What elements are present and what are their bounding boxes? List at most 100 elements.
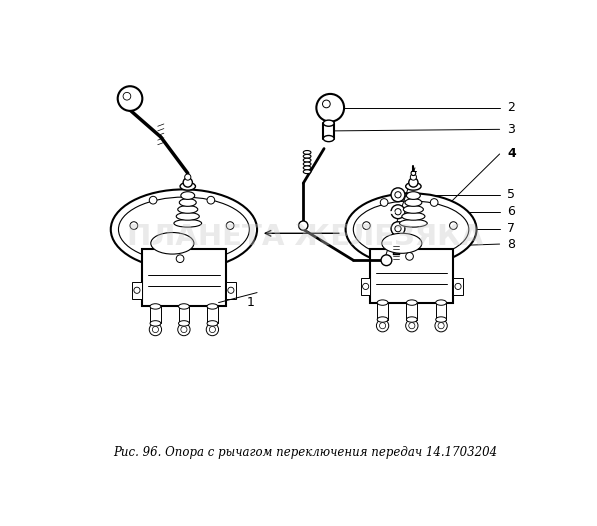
Circle shape <box>409 322 415 329</box>
Circle shape <box>149 323 162 336</box>
Ellipse shape <box>118 197 250 262</box>
Circle shape <box>410 174 417 180</box>
Circle shape <box>181 327 187 332</box>
Ellipse shape <box>324 136 334 141</box>
Ellipse shape <box>207 304 218 309</box>
Circle shape <box>118 86 142 111</box>
Circle shape <box>380 322 386 329</box>
Circle shape <box>228 287 234 294</box>
Bar <box>436 302 447 319</box>
Ellipse shape <box>111 189 257 269</box>
Circle shape <box>123 93 131 100</box>
Circle shape <box>380 199 388 206</box>
Ellipse shape <box>346 193 476 266</box>
Circle shape <box>178 323 190 336</box>
Ellipse shape <box>353 201 469 258</box>
Ellipse shape <box>150 304 161 309</box>
Ellipse shape <box>377 300 388 305</box>
Ellipse shape <box>436 317 447 322</box>
Bar <box>141 249 226 307</box>
Ellipse shape <box>303 162 311 166</box>
Circle shape <box>152 327 159 332</box>
Bar <box>407 302 417 319</box>
Text: 2: 2 <box>507 102 515 114</box>
Bar <box>377 302 388 319</box>
Circle shape <box>391 205 405 219</box>
Text: 8: 8 <box>507 238 515 250</box>
Ellipse shape <box>303 154 311 158</box>
Ellipse shape <box>207 321 218 326</box>
Circle shape <box>362 284 369 289</box>
Text: 5: 5 <box>507 188 515 201</box>
Circle shape <box>134 287 140 294</box>
Text: 1: 1 <box>247 297 255 309</box>
Ellipse shape <box>176 213 199 220</box>
Ellipse shape <box>179 304 189 309</box>
Bar <box>226 282 235 299</box>
Ellipse shape <box>151 232 194 254</box>
Ellipse shape <box>180 183 195 190</box>
Ellipse shape <box>174 219 202 227</box>
Circle shape <box>411 171 416 176</box>
Circle shape <box>391 188 405 201</box>
Bar <box>361 278 370 295</box>
Circle shape <box>298 221 308 230</box>
Ellipse shape <box>377 317 388 322</box>
Circle shape <box>210 327 216 332</box>
Circle shape <box>406 319 418 332</box>
Bar <box>453 278 463 295</box>
Ellipse shape <box>179 199 196 206</box>
Ellipse shape <box>303 170 311 174</box>
Circle shape <box>391 222 405 236</box>
Ellipse shape <box>382 234 422 254</box>
Text: ПЛАНЕТА ЖЕЛЕЗЯКА: ПЛАНЕТА ЖЕЛЕЗЯКА <box>127 223 484 251</box>
Circle shape <box>207 196 215 204</box>
Circle shape <box>226 222 234 229</box>
Circle shape <box>130 222 138 229</box>
Circle shape <box>395 226 401 232</box>
Bar <box>133 282 141 299</box>
Circle shape <box>183 178 192 187</box>
Circle shape <box>438 322 444 329</box>
Bar <box>179 307 189 323</box>
Ellipse shape <box>407 300 417 305</box>
Circle shape <box>395 209 401 215</box>
Ellipse shape <box>178 206 198 213</box>
Ellipse shape <box>406 183 421 190</box>
Text: Рис. 96. Опора с рычагом переключения передач 14.1703204: Рис. 96. Опора с рычагом переключения пе… <box>113 446 498 459</box>
Ellipse shape <box>407 317 417 322</box>
Circle shape <box>149 196 157 204</box>
Circle shape <box>430 199 438 206</box>
Ellipse shape <box>405 199 422 206</box>
Ellipse shape <box>179 321 189 326</box>
Bar <box>370 249 453 302</box>
Text: 7: 7 <box>507 222 515 235</box>
Circle shape <box>450 222 457 229</box>
Ellipse shape <box>404 206 423 213</box>
Bar <box>150 307 161 323</box>
Ellipse shape <box>407 191 420 199</box>
Circle shape <box>409 178 418 187</box>
Circle shape <box>322 100 330 108</box>
Text: 3: 3 <box>507 123 515 136</box>
Text: 6: 6 <box>507 205 515 218</box>
Bar <box>393 241 399 244</box>
Ellipse shape <box>181 191 195 199</box>
Circle shape <box>206 323 219 336</box>
Ellipse shape <box>399 219 427 227</box>
Circle shape <box>381 255 392 266</box>
Ellipse shape <box>303 166 311 170</box>
Circle shape <box>455 284 461 289</box>
Ellipse shape <box>324 120 334 126</box>
Circle shape <box>406 252 413 260</box>
Ellipse shape <box>303 150 311 154</box>
Circle shape <box>435 319 447 332</box>
Text: 4: 4 <box>507 147 516 160</box>
Bar <box>207 307 218 323</box>
Ellipse shape <box>150 321 161 326</box>
Circle shape <box>184 174 191 180</box>
Circle shape <box>176 255 184 262</box>
Circle shape <box>316 94 344 122</box>
Ellipse shape <box>436 300 447 305</box>
Circle shape <box>377 319 389 332</box>
